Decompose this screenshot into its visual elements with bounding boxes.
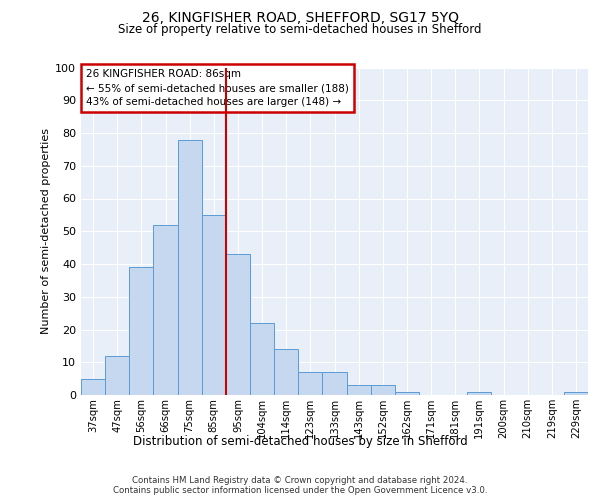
Bar bbox=[202, 215, 226, 395]
Bar bbox=[298, 372, 322, 395]
Bar bbox=[178, 140, 202, 395]
Bar bbox=[467, 392, 491, 395]
Text: Contains public sector information licensed under the Open Government Licence v3: Contains public sector information licen… bbox=[113, 486, 487, 495]
Text: Distribution of semi-detached houses by size in Shefford: Distribution of semi-detached houses by … bbox=[133, 435, 467, 448]
Bar bbox=[564, 392, 588, 395]
Bar bbox=[154, 224, 178, 395]
Bar bbox=[322, 372, 347, 395]
Bar bbox=[250, 323, 274, 395]
Bar bbox=[371, 385, 395, 395]
Bar bbox=[395, 392, 419, 395]
Bar bbox=[274, 349, 298, 395]
Bar bbox=[105, 356, 129, 395]
Y-axis label: Number of semi-detached properties: Number of semi-detached properties bbox=[41, 128, 51, 334]
Bar bbox=[226, 254, 250, 395]
Text: Contains HM Land Registry data © Crown copyright and database right 2024.: Contains HM Land Registry data © Crown c… bbox=[132, 476, 468, 485]
Text: 26 KINGFISHER ROAD: 86sqm
← 55% of semi-detached houses are smaller (188)
43% of: 26 KINGFISHER ROAD: 86sqm ← 55% of semi-… bbox=[86, 69, 349, 107]
Text: 26, KINGFISHER ROAD, SHEFFORD, SG17 5YQ: 26, KINGFISHER ROAD, SHEFFORD, SG17 5YQ bbox=[142, 12, 458, 26]
Text: Size of property relative to semi-detached houses in Shefford: Size of property relative to semi-detach… bbox=[118, 22, 482, 36]
Bar bbox=[81, 378, 105, 395]
Bar bbox=[129, 268, 154, 395]
Bar bbox=[347, 385, 371, 395]
